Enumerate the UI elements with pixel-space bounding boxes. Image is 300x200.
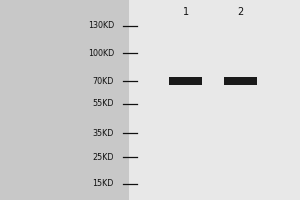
Bar <box>129 0 300 200</box>
Bar <box>224 77 256 85</box>
Bar <box>169 77 202 85</box>
Text: 55KD: 55KD <box>92 99 114 108</box>
Text: 25KD: 25KD <box>92 152 114 162</box>
Text: 70KD: 70KD <box>93 76 114 86</box>
Text: 2: 2 <box>237 7 243 17</box>
Text: 15KD: 15KD <box>93 180 114 188</box>
Text: 130KD: 130KD <box>88 21 114 30</box>
Text: 1: 1 <box>183 7 189 17</box>
Text: 100KD: 100KD <box>88 48 114 58</box>
Text: 35KD: 35KD <box>93 129 114 138</box>
